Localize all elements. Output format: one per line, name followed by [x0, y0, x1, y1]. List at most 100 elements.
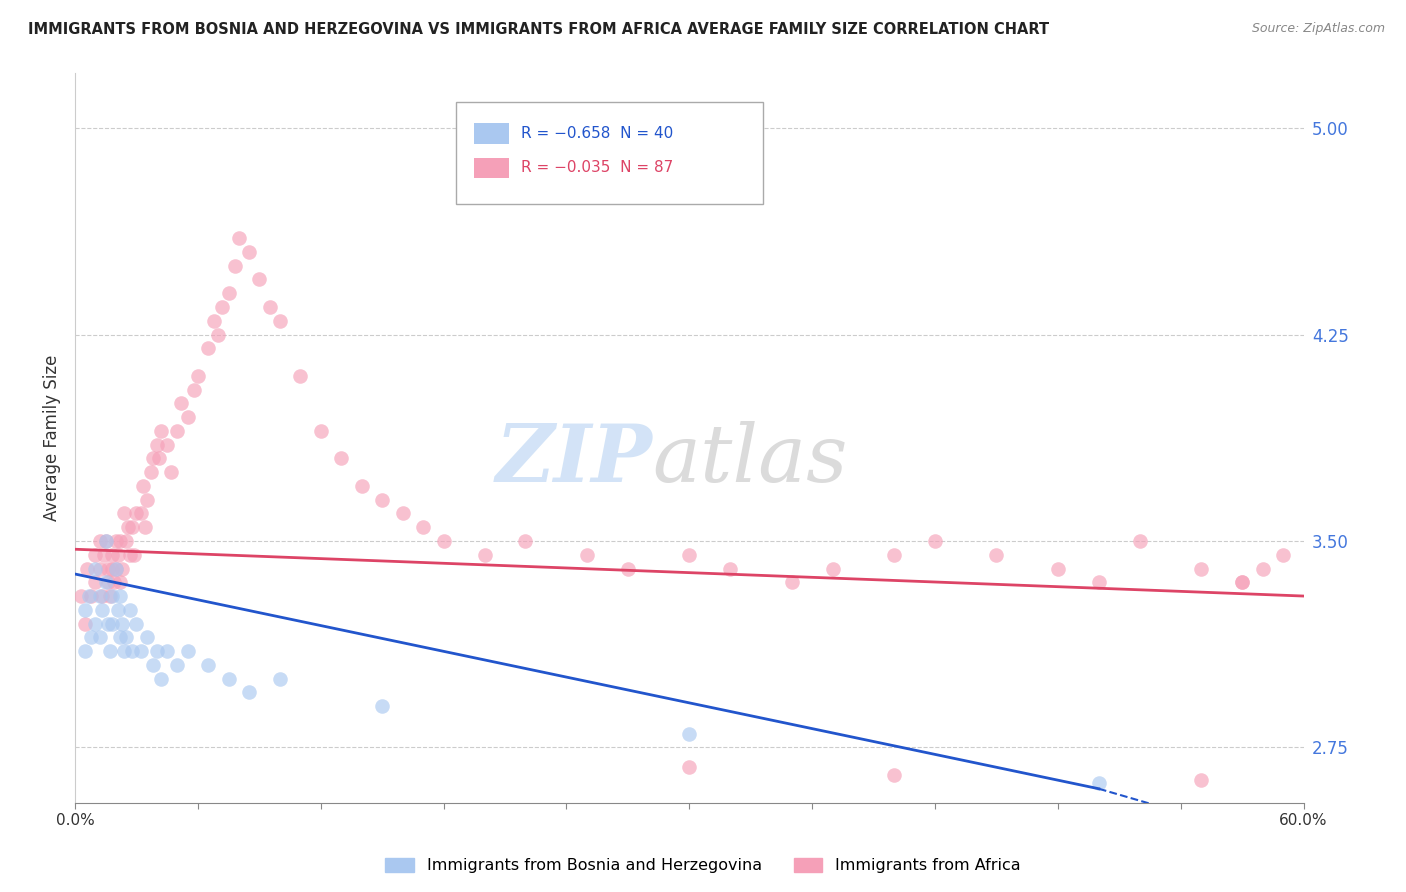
- Point: [121, 520, 143, 534]
- Point: [350, 479, 373, 493]
- Point: [1129, 533, 1152, 548]
- Point: [1088, 575, 1111, 590]
- Point: [129, 644, 152, 658]
- Point: [98, 644, 121, 658]
- Point: [94, 533, 117, 548]
- Point: [75, 603, 97, 617]
- Point: [93, 548, 115, 562]
- Point: [104, 561, 127, 575]
- Point: [115, 631, 138, 645]
- Point: [371, 699, 394, 714]
- Point: [134, 520, 156, 534]
- Point: [148, 451, 170, 466]
- Point: [150, 672, 173, 686]
- Point: [135, 492, 157, 507]
- Text: IMMIGRANTS FROM BOSNIA AND HERZEGOVINA VS IMMIGRANTS FROM AFRICA AVERAGE FAMILY : IMMIGRANTS FROM BOSNIA AND HERZEGOVINA V…: [28, 22, 1049, 37]
- Point: [131, 479, 153, 493]
- Point: [94, 575, 117, 590]
- Point: [89, 561, 111, 575]
- Point: [187, 368, 209, 383]
- Point: [108, 589, 131, 603]
- Point: [89, 631, 111, 645]
- Bar: [474, 158, 509, 178]
- Point: [76, 561, 98, 575]
- Point: [97, 561, 120, 575]
- Point: [103, 575, 125, 590]
- Point: [309, 424, 332, 438]
- Point: [269, 672, 291, 686]
- Point: [117, 520, 139, 534]
- Point: [176, 410, 198, 425]
- Point: [924, 533, 946, 548]
- Point: [108, 631, 131, 645]
- Point: [104, 561, 127, 575]
- Point: [160, 465, 183, 479]
- Point: [111, 616, 134, 631]
- Point: [125, 616, 148, 631]
- Point: [986, 548, 1008, 562]
- Point: [142, 451, 165, 466]
- Point: [84, 575, 107, 590]
- Point: [197, 341, 219, 355]
- Point: [108, 533, 131, 548]
- Point: [97, 575, 120, 590]
- Text: ZIP: ZIP: [495, 421, 652, 499]
- Point: [617, 561, 640, 575]
- Point: [121, 644, 143, 658]
- Point: [170, 396, 193, 410]
- Point: [176, 644, 198, 658]
- Text: R = −0.658  N = 40: R = −0.658 N = 40: [522, 126, 673, 141]
- Point: [107, 548, 129, 562]
- Point: [202, 314, 225, 328]
- Point: [142, 657, 165, 672]
- Point: [166, 424, 188, 438]
- Point: [111, 561, 134, 575]
- Point: [211, 300, 233, 314]
- Point: [432, 533, 454, 548]
- Point: [207, 327, 229, 342]
- Point: [247, 272, 270, 286]
- Point: [224, 259, 246, 273]
- Point: [70, 589, 93, 603]
- Point: [718, 561, 741, 575]
- Point: [108, 575, 131, 590]
- Point: [97, 616, 120, 631]
- Point: [146, 437, 169, 451]
- Point: [412, 520, 434, 534]
- Point: [120, 603, 142, 617]
- Point: [90, 589, 112, 603]
- Point: [75, 644, 97, 658]
- Point: [79, 589, 101, 603]
- Point: [678, 727, 700, 741]
- Point: [150, 424, 173, 438]
- Point: [84, 561, 107, 575]
- Point: [883, 768, 905, 782]
- Point: [218, 672, 240, 686]
- Point: [391, 507, 413, 521]
- Point: [101, 548, 124, 562]
- Point: [84, 616, 107, 631]
- Point: [107, 603, 129, 617]
- Point: [80, 589, 103, 603]
- Point: [515, 533, 537, 548]
- Point: [139, 465, 162, 479]
- Point: [146, 644, 169, 658]
- Text: Source: ZipAtlas.com: Source: ZipAtlas.com: [1251, 22, 1385, 36]
- Point: [101, 616, 124, 631]
- Point: [124, 548, 146, 562]
- Point: [115, 533, 138, 548]
- Point: [75, 616, 97, 631]
- Point: [183, 383, 205, 397]
- Point: [125, 507, 148, 521]
- Point: [94, 533, 117, 548]
- Point: [228, 231, 250, 245]
- Point: [135, 631, 157, 645]
- Point: [120, 548, 142, 562]
- Point: [678, 548, 700, 562]
- Point: [1251, 561, 1274, 575]
- Point: [80, 631, 103, 645]
- Text: R = −0.035  N = 87: R = −0.035 N = 87: [522, 161, 673, 176]
- Point: [112, 644, 135, 658]
- Point: [330, 451, 353, 466]
- Point: [678, 760, 700, 774]
